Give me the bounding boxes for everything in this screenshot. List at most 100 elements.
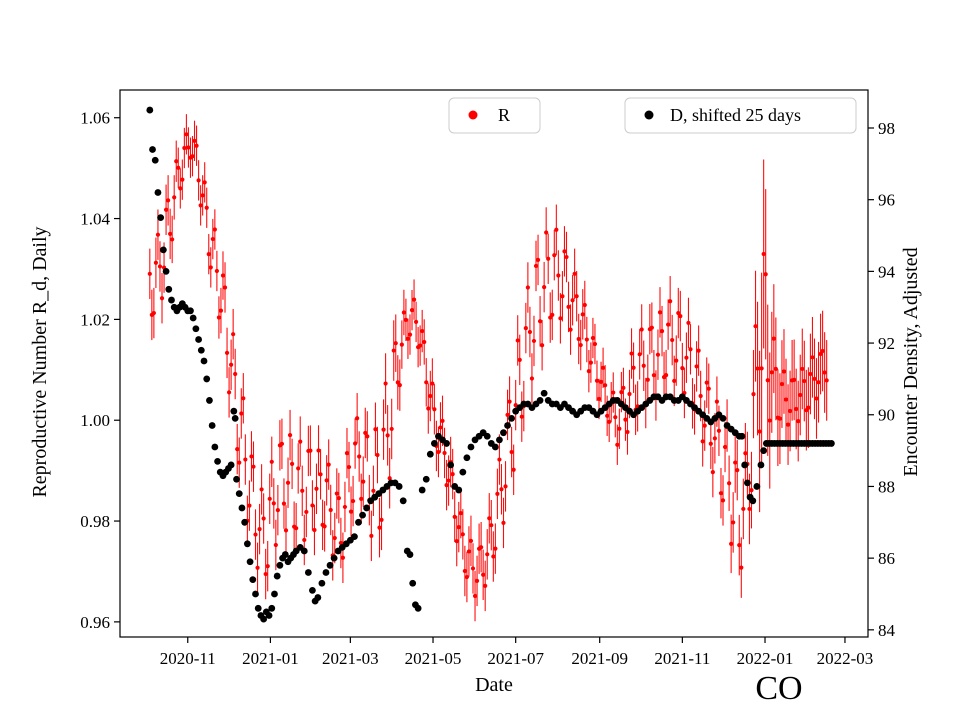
r-point [686, 320, 691, 326]
d-point [418, 486, 426, 494]
r-point [497, 457, 502, 462]
r-point [442, 450, 447, 456]
r-point [326, 462, 331, 467]
r-point [353, 441, 358, 446]
d-point [359, 511, 366, 519]
r-point [554, 227, 559, 232]
r-point [716, 428, 722, 433]
r-point [718, 491, 724, 496]
d-points [146, 106, 835, 623]
r-point [422, 339, 427, 345]
r-point [281, 501, 287, 506]
r-point [344, 451, 350, 456]
r-point [424, 380, 429, 385]
r-point [820, 348, 825, 354]
r-point [574, 294, 579, 299]
r-point [566, 304, 571, 310]
d-point [300, 547, 308, 555]
r-point [704, 380, 709, 385]
r-point [247, 503, 252, 508]
r-point [755, 366, 760, 371]
r-point [214, 268, 219, 274]
r-point [202, 180, 207, 185]
r-point [184, 132, 189, 137]
r-point [285, 480, 291, 485]
r-point [759, 366, 764, 371]
legend-d-box [624, 97, 857, 134]
r-point [757, 429, 762, 434]
r-point [509, 449, 514, 455]
r-point [503, 484, 508, 489]
d-point [483, 432, 491, 440]
r-point [501, 520, 506, 526]
r-point [316, 448, 321, 453]
r-point [544, 230, 549, 235]
d-point [508, 414, 516, 422]
r-point [259, 487, 264, 492]
r-point [174, 159, 179, 164]
d-point [355, 518, 362, 526]
r-point [172, 195, 177, 200]
r-point [289, 461, 295, 466]
r-point [200, 193, 205, 198]
r-point [769, 370, 774, 375]
r-point [806, 405, 811, 410]
r-point [792, 377, 797, 382]
r-point [257, 527, 262, 532]
d-point [406, 551, 414, 558]
r-point [507, 399, 512, 404]
state-annotation: CO [755, 670, 802, 707]
r-point [582, 302, 587, 308]
r-point [430, 381, 435, 386]
r-point [552, 253, 557, 258]
r-point [340, 555, 346, 560]
r-point [495, 491, 500, 496]
r-point [537, 319, 543, 324]
y-left-tick-label: 0.98 [80, 512, 110, 531]
r-point [440, 418, 445, 423]
r-point [470, 566, 476, 571]
plot-data-layer [146, 106, 835, 623]
d-point [738, 432, 746, 440]
d-point [322, 569, 330, 576]
r-point [243, 457, 248, 462]
d-point [540, 389, 548, 397]
d-point [447, 461, 455, 469]
r-point [645, 377, 650, 382]
r-point [322, 524, 327, 529]
d-point [330, 554, 338, 562]
r-point [802, 378, 807, 384]
r-point [668, 299, 673, 304]
r-point [706, 386, 711, 391]
r-point [702, 423, 707, 428]
x-tick-label: 2021-09 [571, 649, 628, 668]
r-point [684, 355, 689, 360]
y-right-tick-label: 98 [878, 119, 895, 138]
r-point [198, 203, 203, 208]
y-left-tick-label: 1.00 [80, 411, 110, 430]
r-point [208, 265, 213, 270]
r-point [222, 285, 228, 290]
d-point [203, 375, 211, 383]
legend-r-label: R [498, 105, 510, 125]
d-point [241, 518, 249, 526]
r-point [296, 466, 301, 471]
r-point [781, 369, 787, 374]
r-point [328, 507, 333, 513]
r-point [194, 143, 199, 148]
y-right-tick-label: 84 [878, 621, 896, 640]
r-point [401, 310, 406, 315]
r-point [733, 460, 738, 465]
d-point [363, 504, 371, 512]
r-point [387, 476, 392, 481]
r-point [385, 433, 390, 438]
r-point [611, 390, 616, 395]
y-axis-label-left: Reproductive Number R_d, Daily [29, 226, 51, 497]
r-point [765, 378, 770, 383]
r-point [796, 418, 801, 424]
r-point [594, 378, 600, 383]
d-point [235, 490, 243, 498]
r-point [568, 327, 573, 332]
r-point [210, 236, 215, 242]
r-point [617, 426, 622, 431]
